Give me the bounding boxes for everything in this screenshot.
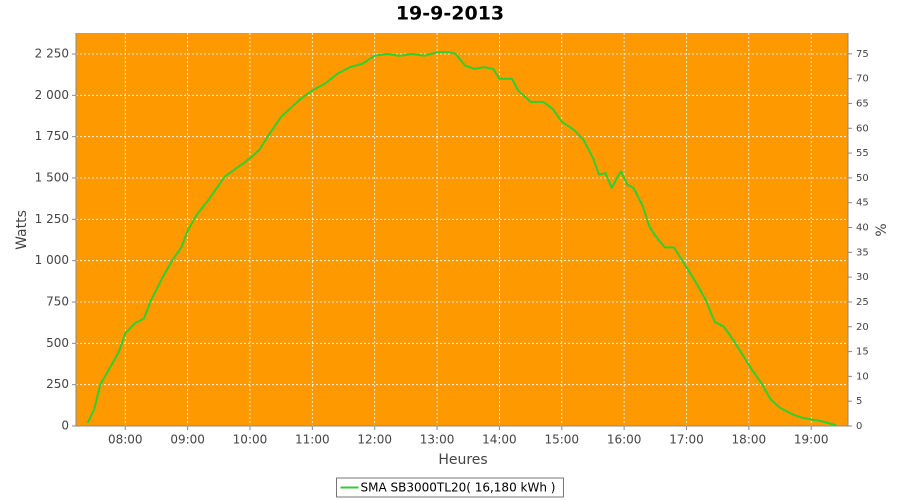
x-tick-label: 11:00 [295,433,330,447]
x-tick-label: 09:00 [170,433,205,447]
y-axis-label: Watts [14,210,30,250]
y-tick-label: 1 250 [35,212,69,226]
y2-tick-label: 10 [856,371,869,382]
y2-tick-label: 45 [856,198,869,209]
y2-tick-label: 15 [856,347,869,358]
x-tick-label: 08:00 [108,433,143,447]
y-tick-label: 250 [46,377,69,391]
y-tick-label: 1 000 [35,253,69,267]
y-tick-label: 750 [46,294,69,308]
legend-label: SMA SB3000TL20( 16,180 kWh ) [361,481,556,495]
y2-tick-label: 65 [856,98,869,109]
y-tick-label: 0 [61,419,69,433]
plot-area [76,33,848,426]
y2-tick-label: 75 [856,49,869,60]
y2-tick-label: 30 [856,272,869,283]
y2-tick-label: 60 [856,123,869,134]
y2-tick-label: 40 [856,223,869,234]
y2-tick-label: 55 [856,148,869,159]
x-tick-label: 17:00 [669,433,704,447]
legend-box [336,477,564,498]
x-tick-label: 16:00 [607,433,642,447]
x-axis-label: Heures [438,452,487,468]
y-tick-label: 2 000 [35,88,69,102]
y-tick-label: 1 500 [35,170,69,184]
x-tick-label: 10:00 [233,433,268,447]
y2-tick-label: 5 [856,396,862,407]
y-tick-label: 1 750 [35,129,69,143]
y2-tick-label: 35 [856,247,869,258]
legend: SMA SB3000TL20( 16,180 kWh ) [336,477,564,498]
line-series [86,51,837,427]
x-tick-label: 18:00 [732,433,767,447]
chart-title: 19-9-2013 [396,3,504,25]
y-tick-label: 2 250 [35,46,69,60]
y2-tick-label: 25 [856,297,869,308]
y2-tick-label: 70 [856,74,869,85]
y2-tick-label: 0 [856,421,862,432]
y2-tick-label: 20 [856,322,869,333]
y2-tick-label: 50 [856,173,869,184]
y-tick-label: 500 [46,336,69,350]
x-tick-label: 14:00 [482,433,517,447]
x-tick-label: 15:00 [544,433,579,447]
y2-axis-label: % [874,223,890,236]
x-tick-label: 19:00 [794,433,829,447]
x-tick-label: 13:00 [420,433,455,447]
x-tick-label: 12:00 [357,433,392,447]
